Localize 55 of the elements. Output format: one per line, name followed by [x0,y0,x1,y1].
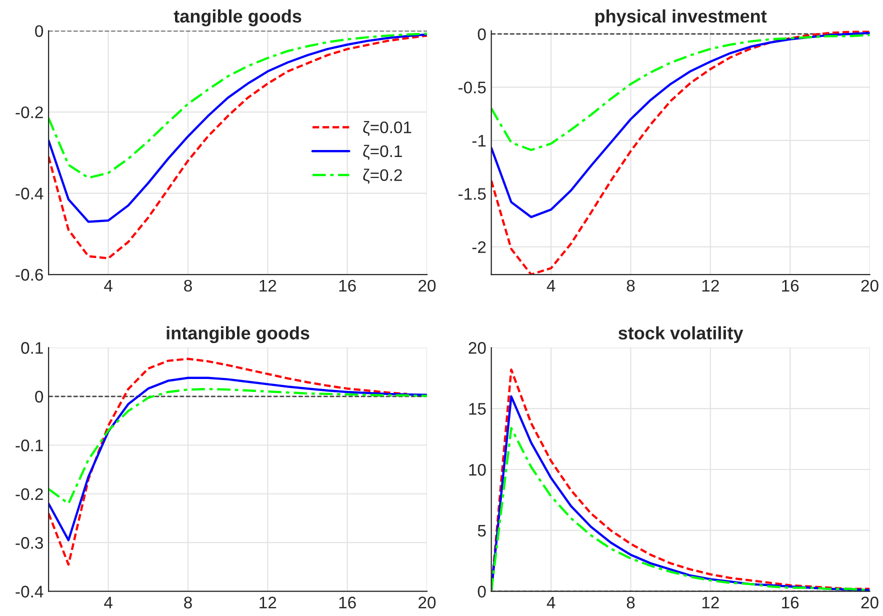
y-tick-label: -2 [472,241,486,253]
x-tick-label: 8 [184,596,192,608]
chart-title: physical investment [595,9,767,26]
y-tick-label: 0 [478,28,486,40]
legend-label: ζ=0.01 [363,121,412,136]
y-tick-label: -0.4 [16,188,44,200]
y-tick-label: 0 [35,390,44,403]
x-tick-label: 4 [104,280,112,292]
y-tick-label: 10 [469,464,486,476]
y-tick-label: -1 [472,134,486,146]
y-tick-label: 20 [468,342,486,354]
y-tick-label: -0.6 [16,268,43,281]
x-tick-label: 4 [104,596,112,608]
x-tick-label: 12 [260,596,276,608]
line-series [48,34,427,260]
x-tick-label: 12 [702,280,719,292]
line-series [48,358,408,566]
y-tick-label: -0.3 [16,537,43,549]
x-tick-label: 8 [184,280,192,292]
x-tick-label: 20 [418,280,436,292]
y-tick-label: -0.1 [16,440,43,452]
x-tick-label: 8 [626,596,635,608]
line-series [48,388,427,505]
line-series [491,32,870,218]
x-tick-label: 16 [339,596,356,608]
line-series [48,376,427,542]
line-series [491,30,870,275]
x-tick-label: 4 [546,596,556,608]
line-series [48,33,427,223]
x-tick-label: 16 [782,596,799,608]
chart-title: stock volatility [618,326,744,344]
y-tick-label: -0.2 [16,488,43,500]
x-tick-label: 16 [339,280,356,292]
x-tick-label: 12 [702,596,719,608]
x-tick-label: 4 [546,280,556,292]
x-tick-label: 12 [260,280,276,292]
y-tick-label: 0.1 [21,342,43,354]
chart-title: tangible goods [174,9,302,26]
y-tick-label: 5 [478,525,486,537]
line-series [491,34,870,152]
y-tick-label: -0.5 [458,82,486,94]
y-tick-label: -1.5 [458,188,486,200]
x-tick-label: 20 [861,280,878,292]
x-tick-label: 20 [861,596,878,608]
x-tick-label: 20 [418,596,436,608]
chart-title: intangible goods [166,326,310,344]
x-tick-label: 16 [782,280,799,292]
legend-label: ζ=0.1 [363,144,402,160]
y-tick-label: 15 [469,403,486,415]
y-tick-label: 0 [478,586,486,598]
x-tick-label: 8 [626,280,635,292]
y-tick-label: -0.2 [16,106,43,118]
y-tick-label: -0.4 [16,586,44,598]
y-tick-label: 0 [35,25,44,38]
legend-label: ζ=0.2 [363,168,402,184]
